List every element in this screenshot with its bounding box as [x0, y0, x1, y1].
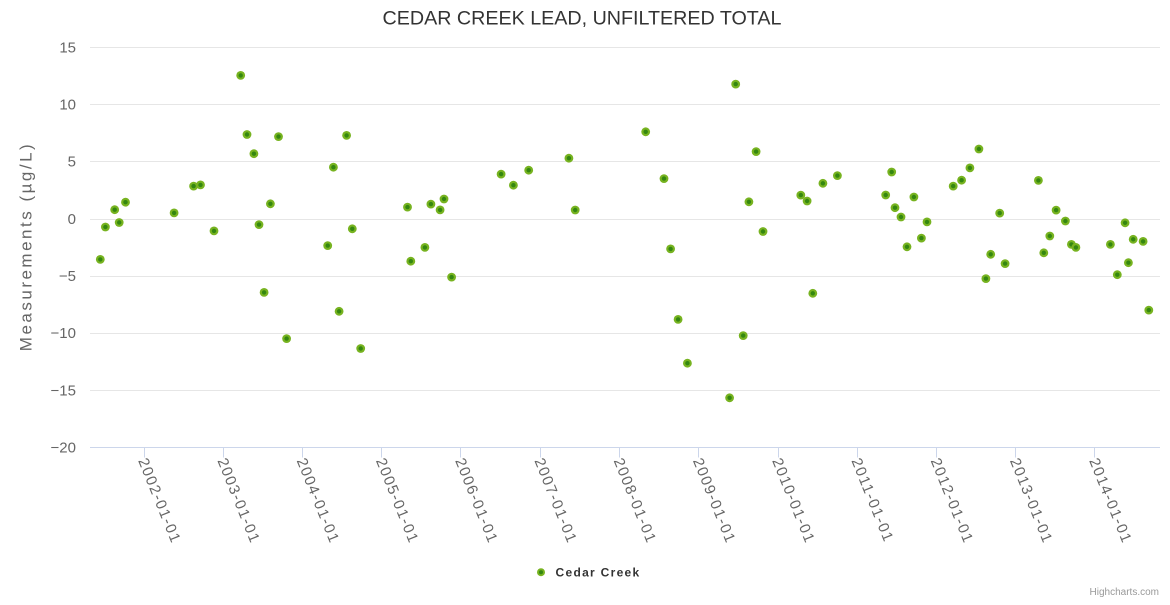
svg-text:0: 0 [68, 211, 76, 228]
svg-text:5: 5 [68, 154, 76, 171]
svg-text:10: 10 [59, 97, 76, 114]
svg-text:CEDAR CREEK LEAD, UNFILTERED T: CEDAR CREEK LEAD, UNFILTERED TOTAL [383, 8, 782, 30]
svg-text:−15: −15 [51, 382, 76, 399]
svg-text:Cedar Creek: Cedar Creek [556, 565, 641, 579]
svg-text:Measurements (µg/L): Measurements (µg/L) [17, 142, 36, 351]
svg-text:15: 15 [59, 39, 76, 56]
svg-text:−10: −10 [51, 325, 76, 342]
svg-text:Highcharts.com: Highcharts.com [1090, 587, 1159, 598]
svg-text:−20: −20 [51, 440, 76, 457]
svg-text:−5: −5 [59, 268, 76, 285]
